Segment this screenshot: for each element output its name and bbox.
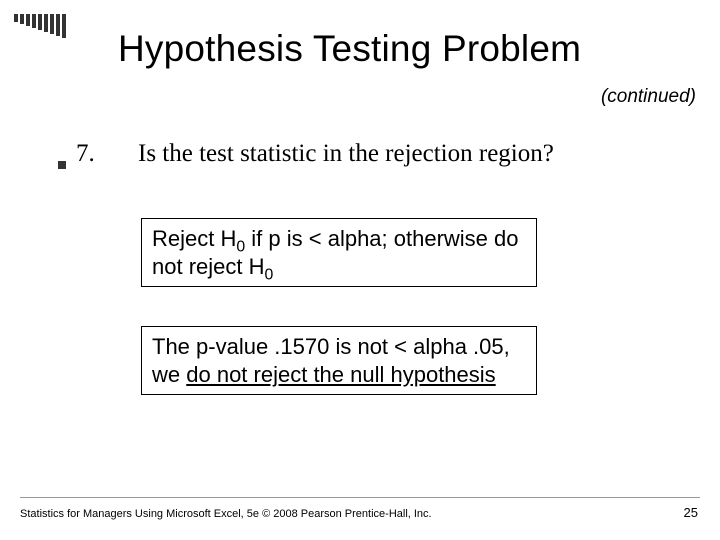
subscript-zero: 0	[265, 266, 274, 283]
continued-label: (continued)	[601, 86, 696, 108]
slide: Hypothesis Testing Problem (continued) 7…	[0, 0, 720, 540]
conclusion-line1: The p-value .1570 is not < alpha .05,	[152, 334, 510, 359]
conclusion-line2a: we	[152, 362, 186, 387]
bullet-item: 7. Is the test statistic in the rejectio…	[58, 140, 554, 168]
conclusion-box: The p-value .1570 is not < alpha .05, we…	[141, 326, 537, 395]
footer-rule	[20, 497, 700, 498]
footer-citation: Statistics for Managers Using Microsoft …	[20, 508, 432, 520]
bullet-number: 7.	[76, 140, 138, 168]
rule-text-1: Reject H	[152, 226, 236, 251]
decorative-bars	[14, 14, 66, 38]
conclusion-underlined: do not reject the null hypothesis	[186, 362, 495, 387]
square-bullet-icon	[58, 161, 66, 169]
bullet-text: Is the test statistic in the rejection r…	[138, 140, 554, 168]
page-number: 25	[684, 505, 698, 520]
rule-box: Reject H0 if p is < alpha; otherwise do …	[141, 218, 537, 287]
slide-title: Hypothesis Testing Problem	[118, 28, 581, 70]
